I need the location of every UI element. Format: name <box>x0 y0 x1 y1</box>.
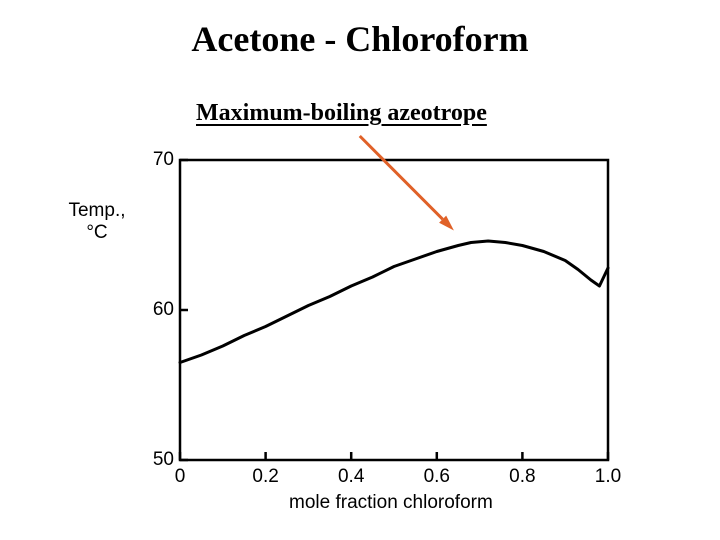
x-tick-label: 0.6 <box>419 466 455 488</box>
y-tick-label: 60 <box>144 299 174 321</box>
x-tick-label: 0.4 <box>333 466 369 488</box>
x-tick-label: 1.0 <box>590 466 626 488</box>
x-tick-label: 0.8 <box>504 466 540 488</box>
y-tick-label: 50 <box>144 449 174 471</box>
y-tick-label: 70 <box>144 149 174 171</box>
x-tick-label: 0.2 <box>248 466 284 488</box>
chart-plot <box>0 0 720 540</box>
